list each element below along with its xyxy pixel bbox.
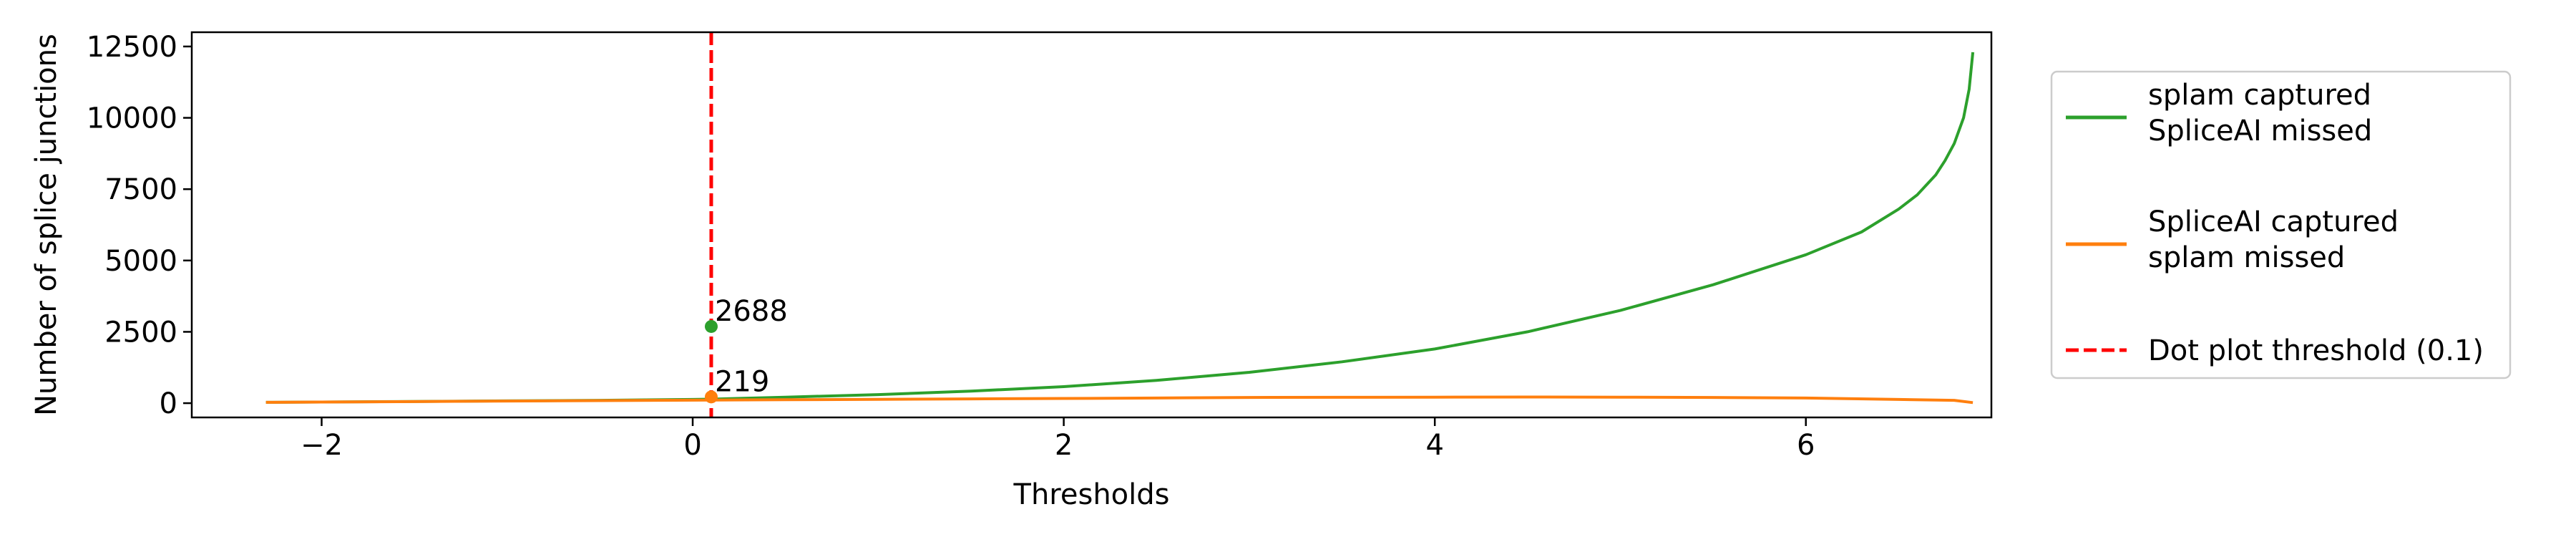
- plot-frame: [190, 31, 1993, 419]
- y-tick-label: 12500: [87, 31, 177, 64]
- y-tick-label: 2500: [104, 316, 177, 349]
- series-line-2: [265, 395, 1974, 405]
- annotation-label-1: 2688: [715, 295, 788, 328]
- plot-area: 2688 219: [265, 32, 1975, 417]
- y-axis-label: Number of splice junctions: [30, 34, 63, 416]
- annotation-point-1: [704, 319, 718, 333]
- y-tick-label: 10000: [87, 102, 177, 135]
- y-tick-label: 5000: [104, 245, 177, 278]
- legend-label-2: SpliceAI captured splam missed: [2148, 205, 2399, 274]
- x-axis-label: Thresholds: [1013, 478, 1170, 511]
- legend-box: [2050, 70, 2512, 379]
- legend-label-3: Dot plot threshold (0.1): [2148, 334, 2484, 367]
- axes: −2 0 2 4 6 0 2500 5000 7500 10000 12500: [87, 31, 1993, 462]
- y-tick-label: 7500: [104, 173, 177, 206]
- legend-label-1: splam captured SpliceAI missed: [2148, 79, 2372, 147]
- x-tick-label: 0: [683, 429, 701, 462]
- y-tick-label: 0: [160, 387, 177, 420]
- legend: splam captured SpliceAI missed SpliceAI ca…: [2050, 70, 2512, 379]
- x-tick-label: 2: [1055, 429, 1073, 462]
- annotation-point-2: [704, 390, 718, 404]
- x-tick-label: 4: [1425, 429, 1443, 462]
- x-tick-label: −2: [301, 429, 343, 462]
- x-tick-label: 6: [1797, 429, 1815, 462]
- annotation-label-2: 219: [715, 365, 769, 398]
